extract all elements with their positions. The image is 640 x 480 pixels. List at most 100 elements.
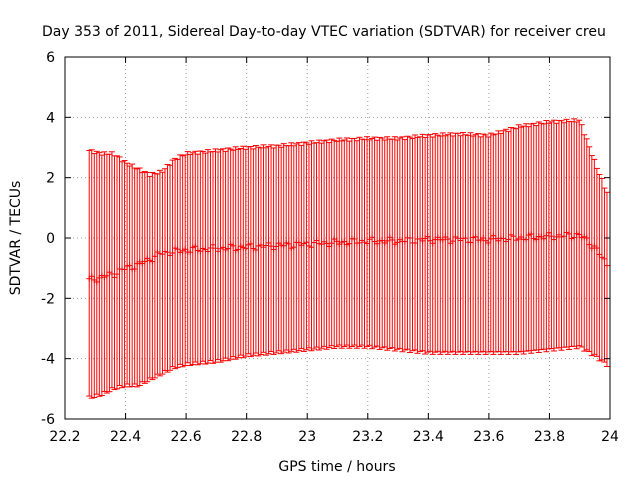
- error-bar: [197, 150, 204, 365]
- error-bar: [121, 160, 128, 388]
- error-bar: [131, 167, 138, 385]
- error-bar: [116, 156, 123, 387]
- error-bar: [141, 171, 148, 384]
- error-bar: [174, 158, 181, 368]
- error-bar: [462, 134, 469, 353]
- error-bar: [374, 139, 381, 347]
- error-bar: [432, 133, 439, 353]
- x-tick-label: 22.8: [231, 429, 262, 445]
- error-bar: [161, 168, 168, 371]
- error-bar: [222, 150, 229, 359]
- error-bar: [371, 136, 378, 348]
- error-bar: [389, 138, 396, 349]
- error-bar: [596, 174, 603, 362]
- error-bar: [293, 143, 300, 353]
- error-bar: [270, 147, 277, 355]
- error-bar: [255, 146, 262, 357]
- error-bar: [601, 187, 608, 363]
- error-bar: [343, 137, 350, 346]
- error-bar: [242, 148, 249, 357]
- error-bar: [533, 125, 540, 351]
- error-bar: [439, 132, 446, 353]
- error-bar: [217, 149, 224, 363]
- error-bar: [111, 155, 118, 391]
- y-axis-label: SDTVAR / TECUs: [8, 181, 24, 296]
- error-bar: [561, 122, 568, 348]
- x-axis-label: GPS time / hours: [278, 459, 395, 475]
- error-bar: [290, 145, 297, 350]
- y-tick-label: 2: [46, 171, 55, 187]
- y-tick-labels: -6 -4 -2 0 2 4 6: [41, 50, 55, 428]
- x-tick-label: 24: [601, 429, 619, 445]
- error-bar: [169, 159, 176, 368]
- error-bar: [316, 139, 323, 351]
- error-bar: [566, 120, 573, 350]
- error-bar: [187, 154, 194, 367]
- error-bar: [550, 119, 557, 352]
- chart-title: Day 353 of 2011, Sidereal Day-to-day VTE…: [42, 24, 606, 40]
- y-tick-label: -2: [41, 291, 55, 307]
- error-bar: [563, 118, 570, 348]
- error-bar: [96, 152, 103, 397]
- error-bar: [480, 133, 487, 352]
- error-bar: [204, 149, 211, 364]
- error-bar: [225, 147, 232, 362]
- y-tick-label: -6: [41, 412, 55, 428]
- error-bar: [338, 140, 345, 349]
- error-bar: [93, 150, 100, 395]
- error-bar: [172, 157, 179, 370]
- error-bar: [101, 151, 108, 393]
- error-bar: [444, 134, 451, 355]
- x-tick-label: 23.8: [534, 429, 565, 445]
- error-bar: [263, 147, 270, 356]
- error-bar: [490, 134, 497, 355]
- error-bar: [298, 144, 305, 350]
- error-bar: [108, 151, 115, 389]
- error-bar: [154, 173, 161, 375]
- error-bar: [576, 119, 583, 347]
- error-bar: [285, 145, 292, 354]
- error-bar: [167, 164, 174, 371]
- error-bar: [326, 142, 333, 348]
- error-bar: [232, 146, 239, 360]
- error-bar: [449, 135, 456, 352]
- y-tick-label: 6: [46, 50, 55, 66]
- error-bar: [257, 147, 264, 355]
- error-bar: [159, 171, 166, 375]
- error-bar: [235, 148, 242, 359]
- error-bar: [523, 123, 530, 352]
- error-bar: [422, 136, 429, 355]
- y-tick-label: 4: [46, 110, 55, 126]
- error-bar: [177, 154, 184, 365]
- error-bar: [179, 155, 186, 368]
- error-bar: [482, 134, 489, 355]
- error-bar: [394, 139, 401, 350]
- error-bar: [406, 136, 413, 354]
- error-bars-series: [86, 118, 610, 399]
- error-bar: [328, 138, 335, 347]
- error-bar: [280, 143, 287, 353]
- axis-ticks: [64, 56, 611, 420]
- x-tick-labels: 22.2 22.4 22.6 22.8 23 23.2 23.4 23.6 23.8 24: [49, 429, 619, 445]
- x-tick-label: 23: [298, 429, 316, 445]
- error-bar: [548, 121, 555, 349]
- error-bar: [192, 150, 199, 363]
- error-bar: [237, 148, 244, 356]
- error-bar: [487, 132, 494, 352]
- error-bar: [404, 135, 411, 350]
- grid: [65, 57, 610, 419]
- error-bar: [146, 175, 153, 379]
- error-bar: [553, 122, 560, 349]
- error-bar: [525, 126, 532, 352]
- error-bar: [591, 158, 598, 355]
- error-bar: [305, 143, 312, 349]
- error-bar: [447, 132, 454, 353]
- y-tick-label: 0: [46, 231, 55, 247]
- error-bar: [457, 135, 464, 352]
- error-bar: [401, 139, 408, 351]
- error-bar: [308, 140, 315, 352]
- error-bar: [543, 120, 550, 353]
- error-bar: [472, 134, 479, 352]
- x-tick-label: 22.2: [49, 429, 80, 445]
